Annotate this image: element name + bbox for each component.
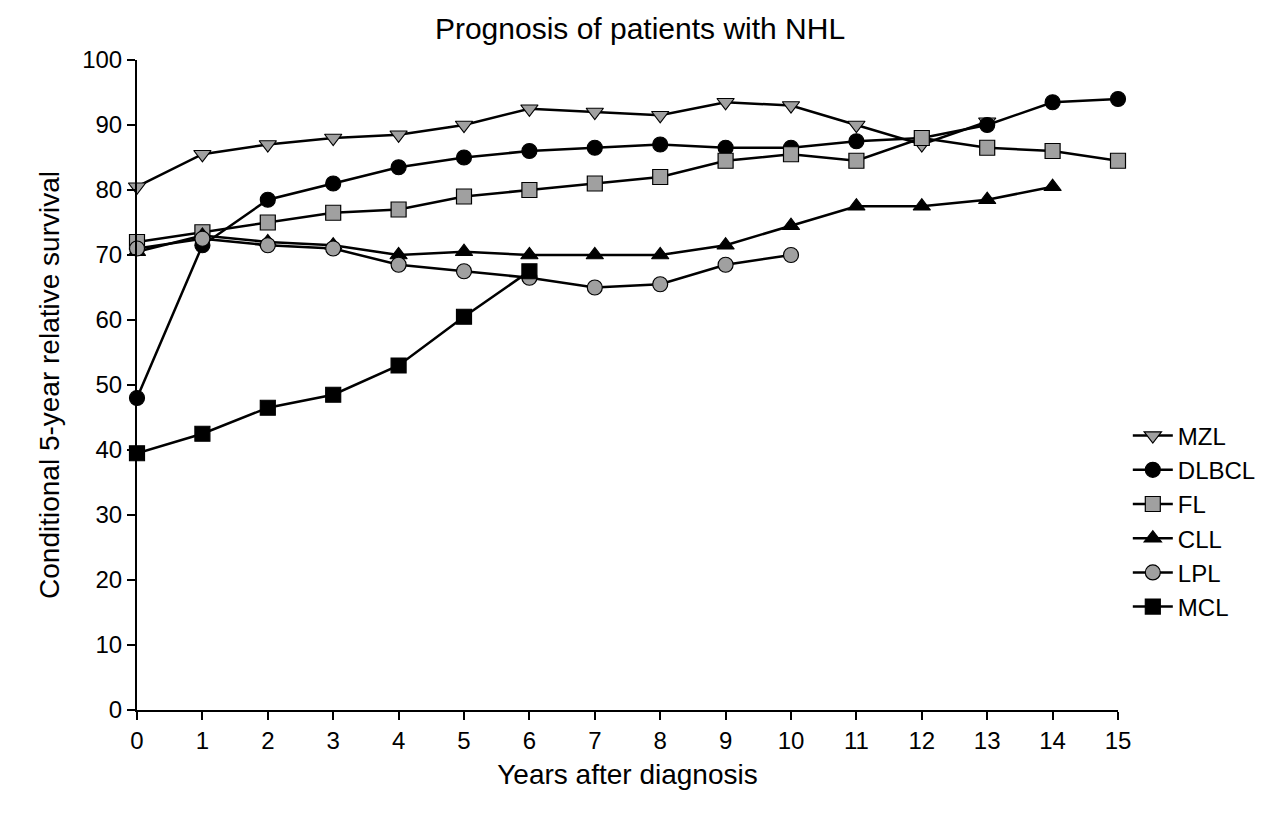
svg-text:0: 0: [130, 727, 143, 754]
svg-text:12: 12: [908, 727, 935, 754]
svg-text:8: 8: [654, 727, 667, 754]
svg-text:5: 5: [457, 727, 470, 754]
svg-text:50: 50: [95, 371, 122, 398]
svg-text:90: 90: [95, 111, 122, 138]
svg-text:1: 1: [196, 727, 209, 754]
svg-text:Conditional 5-year relative su: Conditional 5-year relative survival: [34, 171, 65, 599]
svg-text:70: 70: [95, 241, 122, 268]
svg-text:10: 10: [95, 631, 122, 658]
svg-text:20: 20: [95, 566, 122, 593]
svg-text:Prognosis of patients with NHL: Prognosis of patients with NHL: [435, 12, 845, 45]
svg-text:0: 0: [109, 696, 122, 723]
svg-text:9: 9: [719, 727, 732, 754]
svg-text:DLBCL: DLBCL: [1178, 457, 1255, 484]
svg-text:CLL: CLL: [1178, 526, 1222, 553]
svg-text:4: 4: [392, 727, 405, 754]
svg-text:Years after diagnosis: Years after diagnosis: [497, 759, 757, 790]
svg-text:MCL: MCL: [1178, 594, 1229, 621]
svg-text:7: 7: [588, 727, 601, 754]
svg-text:11: 11: [844, 727, 869, 754]
svg-text:100: 100: [82, 46, 122, 73]
svg-text:6: 6: [523, 727, 536, 754]
svg-text:40: 40: [95, 436, 122, 463]
svg-text:80: 80: [95, 176, 122, 203]
svg-text:10: 10: [778, 727, 805, 754]
svg-text:60: 60: [95, 306, 122, 333]
svg-text:MZL: MZL: [1178, 423, 1226, 450]
svg-text:2: 2: [261, 727, 274, 754]
svg-text:14: 14: [1039, 727, 1066, 754]
svg-text:30: 30: [95, 501, 122, 528]
svg-text:LPL: LPL: [1178, 560, 1221, 587]
svg-text:3: 3: [327, 727, 340, 754]
svg-text:15: 15: [1105, 727, 1132, 754]
svg-text:FL: FL: [1178, 491, 1206, 518]
svg-text:13: 13: [974, 727, 1001, 754]
